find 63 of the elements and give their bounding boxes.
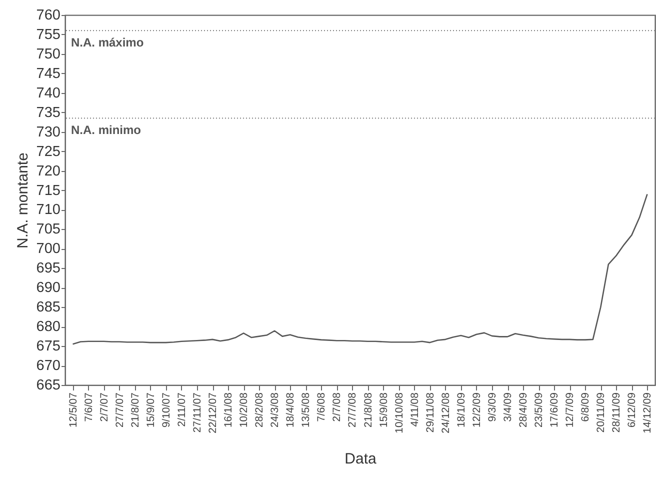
x-tick-label: 7/6/07 <box>82 392 95 422</box>
line-series <box>72 194 648 345</box>
x-tick-label: 2/11/07 <box>176 392 188 427</box>
x-tick-label: 15/9/08 <box>378 392 390 428</box>
y-tick-label: 685 <box>36 300 60 316</box>
x-tick-label: 23/5/09 <box>533 392 546 428</box>
y-tick-label: 710 <box>36 202 60 218</box>
x-tick-label: 9/10/07 <box>160 392 172 428</box>
x-tick-label: 2/7/07 <box>98 392 110 422</box>
x-tick-label: 10/10/08 <box>393 392 406 434</box>
y-axis-title: N.A. montante <box>14 152 32 248</box>
x-tick-label: 18/1/09 <box>455 392 468 428</box>
x-tick-label: 15/9/07 <box>144 392 157 428</box>
y-tick-label: 745 <box>36 66 60 82</box>
x-tick-label: 20/11/09 <box>595 392 608 433</box>
x-tick-label: 12/2/09 <box>470 392 483 428</box>
x-tick-label: 13/5/08 <box>300 392 312 428</box>
x-tick-label: 3/4/09 <box>502 392 514 422</box>
y-tick-label: 705 <box>36 222 60 238</box>
y-tick-label: 665 <box>36 378 60 394</box>
x-tick-label: 21/8/07 <box>129 392 142 428</box>
y-tick-label: 670 <box>36 358 60 374</box>
y-tick-label: 675 <box>36 338 60 355</box>
x-tick-label: 27/7/08 <box>346 392 359 428</box>
y-tick-label: 680 <box>36 319 60 336</box>
x-tick-label: 24/3/08 <box>269 392 282 428</box>
x-tick-label: 2/7/08 <box>331 392 344 422</box>
y-tick-label: 740 <box>36 85 60 102</box>
x-tick-label: 16/1/08 <box>222 392 235 428</box>
x-axis-title: Data <box>344 450 377 468</box>
y-tick-label: 720 <box>36 163 60 180</box>
y-tick-label: 700 <box>36 241 60 258</box>
x-tick-label: 29/11/08 <box>424 392 436 433</box>
ref-line-label: N.A. máximo <box>71 36 144 50</box>
ref-line-label: N.A. minimo <box>71 123 142 138</box>
x-tick-label: 21/8/08 <box>362 392 374 428</box>
x-tick-label: 12/7/09 <box>564 392 576 428</box>
x-tick-label: 6/8/09 <box>580 392 592 422</box>
x-tick-label: 4/11/08 <box>408 392 421 427</box>
x-tick-label: 6/12/09 <box>626 392 638 428</box>
x-tick-label: 27/11/07 <box>191 392 204 433</box>
y-tick-label: 755 <box>36 26 60 43</box>
y-tick-label: 690 <box>36 280 60 296</box>
x-tick-label: 12/5/07 <box>67 392 80 428</box>
x-tick-label: 22/12/07 <box>207 392 219 434</box>
y-tick-label: 725 <box>36 144 60 160</box>
x-tick-label: 18/4/08 <box>284 392 297 428</box>
x-tick-label: 27/7/07 <box>114 392 126 428</box>
x-tick-label: 10/2/08 <box>238 392 250 428</box>
x-tick-label: 7/6/08 <box>316 392 328 422</box>
y-tick-label: 760 <box>36 8 60 24</box>
x-tick-label: 9/3/09 <box>486 392 498 422</box>
y-tick-label: 750 <box>36 46 60 62</box>
x-tick-label: 28/4/09 <box>518 392 530 428</box>
x-tick-label: 17/6/09 <box>548 392 561 428</box>
y-tick-label: 695 <box>36 260 60 277</box>
y-tick-label: 730 <box>36 124 60 140</box>
x-tick-label: 28/11/09 <box>610 392 623 433</box>
x-tick-label: 28/2/08 <box>254 392 266 428</box>
y-tick-label: 735 <box>36 104 60 121</box>
y-tick-label: 715 <box>36 182 60 199</box>
x-tick-label: 24/12/08 <box>440 392 452 434</box>
x-tick-label: 14/12/09 <box>642 392 654 434</box>
